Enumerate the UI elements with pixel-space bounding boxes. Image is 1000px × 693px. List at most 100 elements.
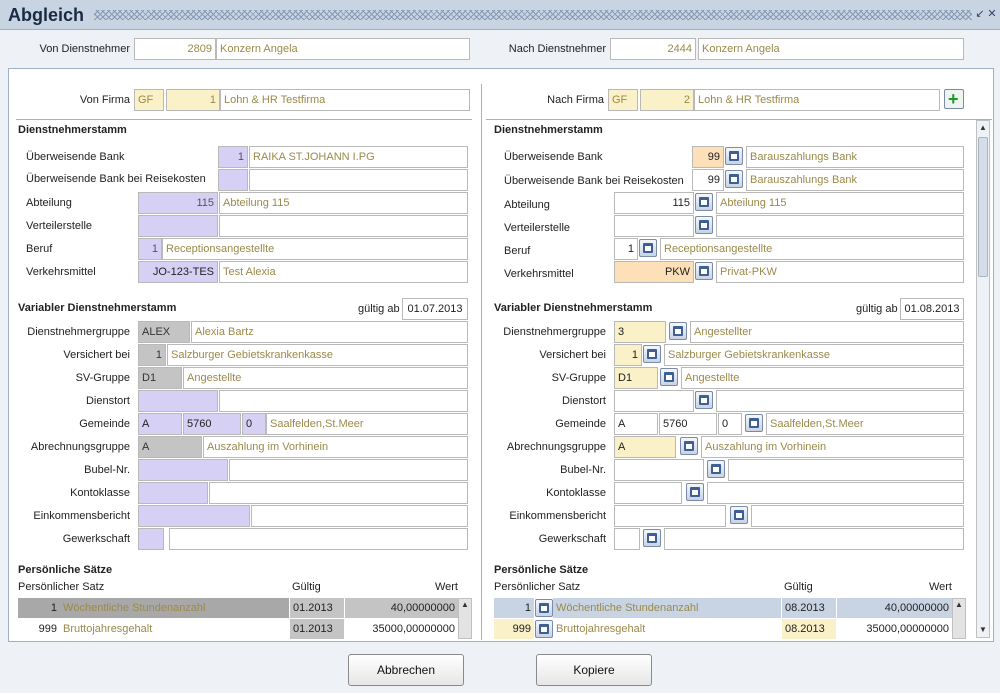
calendar-lookup-icon[interactable]: [643, 529, 661, 547]
calendar-lookup-icon[interactable]: [669, 322, 687, 340]
left-gemeinde-a-field[interactable]: A: [138, 413, 182, 435]
left-row-2-gueltig[interactable]: 01.2013: [290, 619, 344, 639]
right-table-scrollbar[interactable]: ▲: [952, 598, 966, 639]
left-abrechnungsgruppe-name-field[interactable]: Auszahlung im Vorhinein: [203, 436, 468, 458]
left-gueltig-ab-field[interactable]: 01.07.2013: [402, 298, 468, 320]
right-einkommensbericht-name-field[interactable]: [751, 505, 964, 527]
right-gewerkschaft-name-field[interactable]: [664, 528, 964, 550]
left-abteilung-name-field[interactable]: Abteilung 115: [219, 192, 468, 214]
left-verteilerstelle-name-field[interactable]: [219, 215, 468, 237]
left-einkommensbericht-name-field[interactable]: [251, 505, 468, 527]
left-beruf-name-field[interactable]: Receptionsangestellte: [162, 238, 468, 260]
left-bank-name-field[interactable]: RAIKA ST.JOHANN I.PG: [249, 146, 468, 168]
right-dienstort-name-field[interactable]: [716, 390, 964, 412]
calendar-lookup-icon[interactable]: [660, 368, 678, 386]
left-bank-rk-nr-field[interactable]: [218, 169, 248, 191]
calendar-lookup-icon[interactable]: [535, 620, 553, 638]
right-bank-rk-name-field[interactable]: Barauszahlungs Bank: [746, 169, 964, 191]
left-row-1-nr[interactable]: 1: [18, 598, 60, 618]
von-firma-nr-field[interactable]: 1: [166, 89, 220, 111]
right-gruppe-code-field[interactable]: 3: [614, 321, 666, 343]
scroll-up-icon[interactable]: ▲: [461, 600, 469, 609]
right-verteilerstelle-nr-field[interactable]: [614, 215, 694, 237]
left-versichert-nr-field[interactable]: 1: [138, 344, 166, 366]
right-gewerkschaft-field[interactable]: [614, 528, 640, 550]
right-beruf-name-field[interactable]: Receptionsangestellte: [660, 238, 964, 260]
right-kontoklasse-field[interactable]: [614, 482, 682, 504]
calendar-lookup-icon[interactable]: [725, 170, 743, 188]
calendar-lookup-icon[interactable]: [725, 147, 743, 165]
right-sv-gruppe-name-field[interactable]: Angestellte: [681, 367, 964, 389]
right-gemeinde-plz-field[interactable]: 5760: [659, 413, 717, 435]
calendar-lookup-icon[interactable]: [643, 345, 661, 363]
left-abteilung-nr-field[interactable]: 115: [138, 192, 218, 214]
left-versichert-name-field[interactable]: Salzburger Gebietskrankenkasse: [167, 344, 468, 366]
left-verkehrsmittel-name-field[interactable]: Test Alexia: [219, 261, 468, 283]
left-row-1-wert[interactable]: 40,00000000: [345, 598, 458, 618]
right-row-1-name[interactable]: Wöchentliche Stundenanzahl: [553, 598, 781, 618]
left-gemeinde-plz-field[interactable]: 5760: [183, 413, 241, 435]
right-dienstort-code-field[interactable]: [614, 390, 694, 412]
right-row-2-wert[interactable]: 35000,00000000: [837, 619, 952, 639]
right-row-1-nr[interactable]: 1: [494, 598, 534, 618]
calendar-lookup-icon[interactable]: [695, 391, 713, 409]
right-sv-gruppe-code-field[interactable]: D1: [614, 367, 658, 389]
right-bank-nr-field[interactable]: 99: [692, 146, 724, 168]
calendar-lookup-icon[interactable]: [695, 216, 713, 234]
right-verteilerstelle-name-field[interactable]: [716, 215, 964, 237]
left-gemeinde-nr-field[interactable]: 0: [242, 413, 266, 435]
left-bubel-name-field[interactable]: [229, 459, 468, 481]
nach-firma-name-field[interactable]: Lohn & HR Testfirma: [694, 89, 940, 111]
scroll-up-icon[interactable]: ▲: [979, 123, 987, 132]
close-icon[interactable]: ✕: [987, 8, 997, 20]
right-bubel-field[interactable]: [614, 459, 704, 481]
calendar-lookup-icon[interactable]: [686, 483, 704, 501]
calendar-lookup-icon[interactable]: [730, 506, 748, 524]
right-verkehrsmittel-code-field[interactable]: PKW: [614, 261, 694, 283]
left-row-2-name[interactable]: Bruttojahresgehalt: [60, 619, 289, 639]
right-abteilung-nr-field[interactable]: 115: [614, 192, 694, 214]
left-gruppe-name-field[interactable]: Alexia Bartz: [191, 321, 468, 343]
right-einkommensbericht-field[interactable]: [614, 505, 726, 527]
right-verkehrsmittel-name-field[interactable]: Privat-PKW: [716, 261, 964, 283]
left-gruppe-code-field[interactable]: ALEX: [138, 321, 190, 343]
calendar-lookup-icon[interactable]: [535, 599, 553, 617]
left-bank-nr-field[interactable]: 1: [218, 146, 248, 168]
nach-dienstnehmer-nr-field[interactable]: 2444: [610, 38, 696, 60]
copy-button[interactable]: Kopiere: [536, 654, 652, 686]
left-kontoklasse-field[interactable]: [138, 482, 208, 504]
right-bank-rk-nr-field[interactable]: 99: [692, 169, 724, 191]
left-dienstort-code-field[interactable]: [138, 390, 218, 412]
left-verkehrsmittel-code-field[interactable]: JO-123-TES: [138, 261, 218, 283]
nach-dienstnehmer-name-field[interactable]: Konzern Angela: [698, 38, 964, 60]
left-verteilerstelle-nr-field[interactable]: [138, 215, 218, 237]
right-versichert-name-field[interactable]: Salzburger Gebietskrankenkasse: [664, 344, 964, 366]
nach-firma-code-field[interactable]: GF: [608, 89, 638, 111]
calendar-lookup-icon[interactable]: [680, 437, 698, 455]
left-row-2-wert[interactable]: 35000,00000000: [345, 619, 458, 639]
left-table-scrollbar[interactable]: ▲: [458, 598, 472, 639]
cancel-button[interactable]: Abbrechen: [348, 654, 464, 686]
right-row-2-gueltig[interactable]: 08.2013: [782, 619, 836, 639]
von-dienstnehmer-name-field[interactable]: Konzern Angela: [216, 38, 470, 60]
right-kontoklasse-name-field[interactable]: [707, 482, 964, 504]
left-dienstort-name-field[interactable]: [219, 390, 468, 412]
right-row-2-name[interactable]: Bruttojahresgehalt: [553, 619, 781, 639]
left-row-2-nr[interactable]: 999: [18, 619, 60, 639]
scroll-down-icon[interactable]: ▼: [979, 625, 987, 634]
calendar-lookup-icon[interactable]: [707, 460, 725, 478]
von-dienstnehmer-nr-field[interactable]: 2809: [134, 38, 216, 60]
left-bank-rk-name-field[interactable]: [249, 169, 468, 191]
von-firma-code-field[interactable]: GF: [134, 89, 164, 111]
right-abrechnungsgruppe-name-field[interactable]: Auszahlung im Vorhinein: [701, 436, 964, 458]
left-gemeinde-name-field[interactable]: Saalfelden,St.Meer: [266, 413, 468, 435]
left-row-1-name[interactable]: Wöchentliche Stundenanzahl: [60, 598, 289, 618]
right-bank-name-field[interactable]: Barauszahlungs Bank: [746, 146, 964, 168]
left-gewerkschaft-field[interactable]: [138, 528, 164, 550]
right-beruf-nr-field[interactable]: 1: [614, 238, 638, 260]
von-firma-name-field[interactable]: Lohn & HR Testfirma: [220, 89, 470, 111]
right-bubel-name-field[interactable]: [728, 459, 964, 481]
nach-firma-nr-field[interactable]: 2: [640, 89, 694, 111]
scroll-up-icon[interactable]: ▲: [955, 600, 963, 609]
right-row-1-gueltig[interactable]: 08.2013: [782, 598, 836, 618]
